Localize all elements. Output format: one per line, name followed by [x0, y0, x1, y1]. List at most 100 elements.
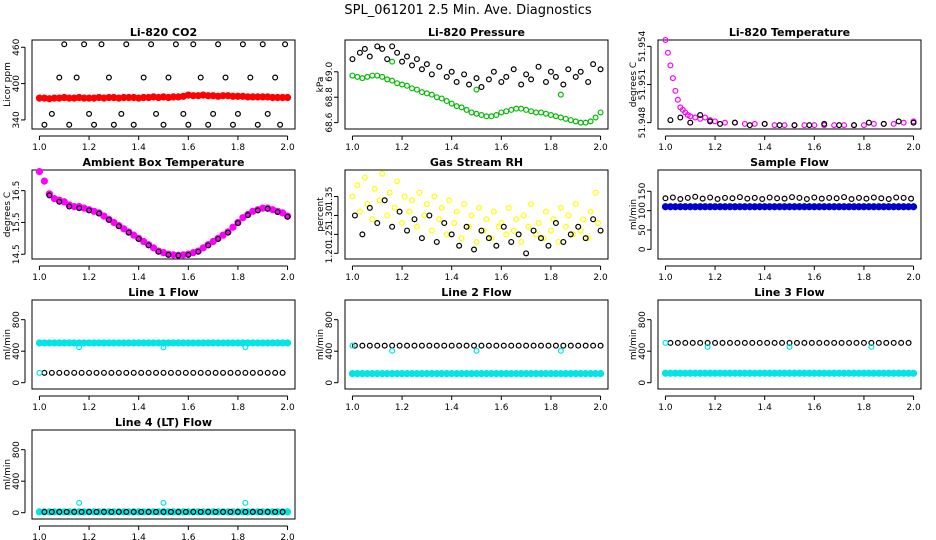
data-point	[130, 369, 137, 376]
data-point	[672, 87, 679, 94]
plot-frame-rh	[344, 169, 609, 260]
data-point	[779, 339, 786, 346]
data-point	[493, 112, 500, 119]
series-line1-cyan-low	[36, 369, 43, 376]
data-point	[56, 198, 63, 205]
panel-co2: Li-820 CO2 1.0 1.2 1.4 1.6 1.8 2.0 340 400 460 Lic…	[3, 26, 296, 153]
data-point	[868, 339, 875, 346]
x-tick-label: 1.0	[32, 533, 47, 540]
series-line1-cyan-dips	[76, 344, 249, 351]
data-point	[254, 207, 261, 214]
data-point	[473, 347, 480, 354]
data-point	[687, 119, 694, 126]
data-point	[361, 45, 368, 52]
data-point	[175, 252, 182, 259]
data-point	[110, 121, 117, 128]
data-point	[786, 343, 793, 350]
data-point	[239, 214, 247, 222]
data-point	[428, 71, 435, 78]
data-point	[436, 216, 443, 223]
data-point	[78, 508, 85, 515]
x-tick-label: 1.0	[32, 143, 47, 153]
data-point	[272, 74, 279, 81]
data-point	[443, 98, 450, 105]
data-point	[664, 49, 671, 56]
y-tick-label: 50	[638, 224, 648, 236]
panel-line3: Line 3 Flow 1.0 1.2 1.4 1.6 1.8 2.0 0 400 800ml/m…	[629, 286, 922, 413]
data-point	[518, 238, 525, 245]
data-point	[461, 71, 468, 78]
data-point	[239, 41, 246, 48]
y-tick-label: 15.5	[12, 212, 22, 232]
y-tick-label: 68.6	[325, 112, 335, 132]
x-tick-label: 1.4	[758, 143, 773, 153]
x-tick-label: 1.6	[181, 143, 196, 153]
panel-title-line2: Line 2 Flow	[441, 286, 511, 299]
data-point	[220, 508, 227, 515]
data-point	[428, 227, 435, 234]
x-tick-label: 1.0	[32, 273, 47, 283]
data-point	[283, 339, 292, 347]
series-sample-blue	[661, 203, 918, 211]
data-point	[816, 339, 823, 346]
series-line1-cyan	[35, 339, 292, 347]
data-point	[597, 66, 604, 73]
data-point	[175, 508, 182, 515]
data-point	[408, 62, 415, 69]
data-point	[98, 41, 105, 48]
data-point	[145, 242, 152, 249]
data-point	[153, 508, 160, 515]
data-point	[448, 100, 455, 107]
x-tick-label: 1.2	[708, 143, 722, 153]
x-tick-label: 1.2	[395, 403, 409, 413]
data-point	[149, 244, 158, 252]
data-point	[592, 114, 599, 121]
data-point	[552, 73, 559, 80]
series-pressure-green	[349, 72, 604, 126]
data-point	[498, 78, 505, 85]
data-point	[909, 369, 918, 377]
data-point	[115, 223, 122, 230]
y-tick-label: 51.951	[638, 69, 648, 101]
data-point	[674, 339, 681, 346]
data-point	[257, 369, 264, 376]
data-point	[153, 110, 160, 117]
plot-frame-pressure	[344, 39, 609, 130]
x-tick-label: 1.6	[807, 403, 822, 413]
x-tick-label: 1.2	[708, 403, 722, 413]
data-point	[205, 121, 212, 128]
data-point	[485, 342, 492, 349]
data-point	[870, 194, 877, 201]
x-tick-label: 2.0	[280, 273, 295, 283]
data-point	[384, 56, 391, 63]
plot-frame-line3	[657, 299, 922, 390]
x-tick-label: 1.6	[494, 403, 509, 413]
data-point	[165, 251, 172, 258]
data-point	[796, 194, 803, 201]
data-point	[471, 342, 478, 349]
data-point	[557, 204, 564, 211]
data-point	[590, 61, 597, 68]
data-point	[567, 342, 574, 349]
data-point	[66, 203, 73, 210]
data-point	[123, 369, 130, 376]
data-point	[199, 244, 207, 252]
data-point	[488, 235, 495, 242]
data-point	[71, 508, 78, 515]
data-point	[456, 342, 463, 349]
data-point	[125, 229, 132, 236]
data-point	[249, 369, 256, 376]
data-point	[883, 339, 890, 346]
data-point	[381, 197, 388, 204]
data-point	[282, 41, 289, 48]
data-point	[115, 508, 122, 515]
y-axis-label-pressure: kPa	[316, 77, 326, 93]
data-point	[404, 227, 411, 234]
data-point	[130, 508, 137, 515]
x-tick-label: 1.4	[132, 273, 147, 283]
data-point	[130, 231, 138, 239]
data-point	[776, 122, 783, 129]
y-axis-label-line2: ml/min	[316, 329, 326, 360]
data-point	[274, 208, 281, 215]
data-point	[205, 508, 212, 515]
